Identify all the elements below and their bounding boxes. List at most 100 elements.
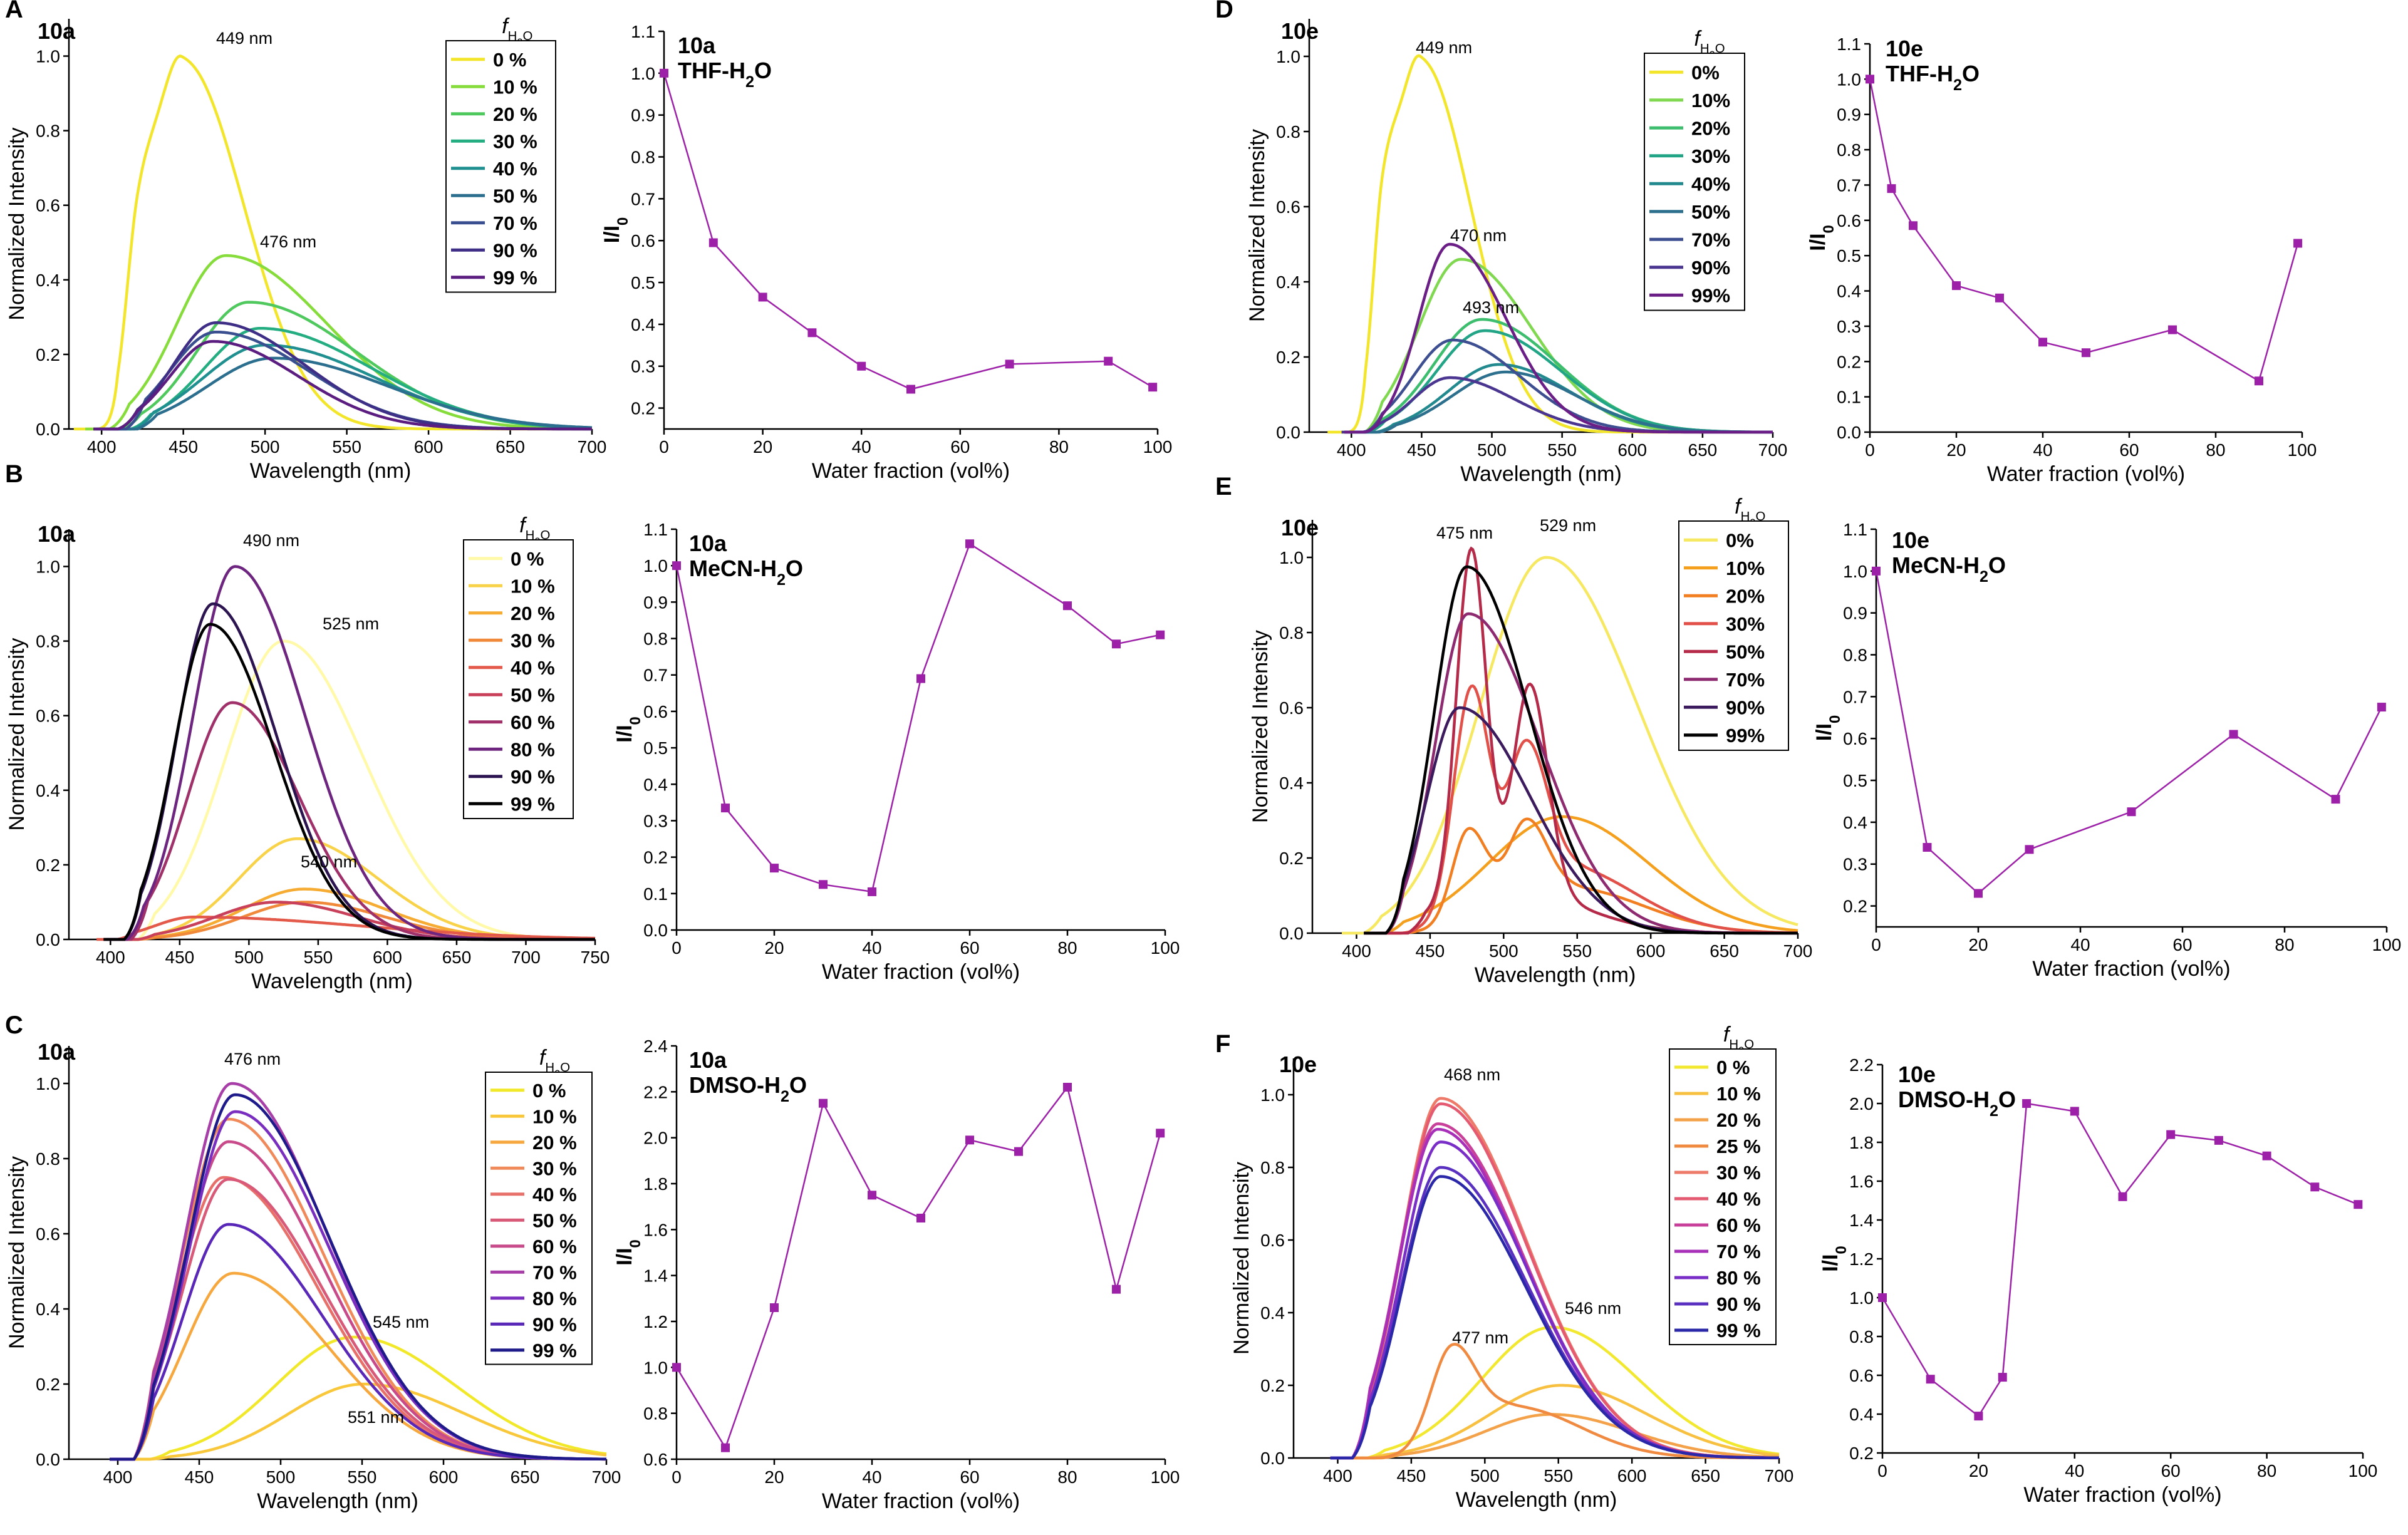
ratio-data-point [1995,293,2004,302]
legend-label: 90% [1726,696,1765,718]
spectra-x-tick-label: 500 [1489,941,1518,961]
ratio-y-tick-label: 0.2 [1837,352,1861,371]
emission-spectra-chart: 400 450 500 550 600 650 700 0.0 0.2 0.4 0.6 0.8 1.0 W… [5,14,606,483]
ratio-x-tick-label: 80 [1049,437,1069,457]
spectrum-series-line [93,339,592,431]
ratio-data-point [965,1135,974,1145]
ratio-compound-label: 10a [689,1047,727,1073]
panel-letter: E [1215,473,1232,500]
ratio-y-tick-label: 0.4 [631,315,655,334]
ratio-data-point [868,1191,876,1200]
ratio-data-point [2022,1099,2032,1108]
spectra-x-tick-label: 700 [511,948,541,967]
spectra-x-tick-label: 700 [1758,440,1788,460]
legend-label: 20 % [511,602,555,624]
legend-label: 20% [1691,117,1730,139]
compound-label: 10e [1281,18,1319,44]
ratio-y-tick-label: 1.8 [643,1174,668,1194]
ratio-y-tick-label: 1.2 [643,1312,668,1331]
ratio-y-tick-label: 0.9 [643,592,668,612]
ratio-x-tick-label: 60 [960,1467,979,1487]
ratio-x-tick-label: 20 [1946,440,1966,460]
legend-label: 40 % [493,158,537,180]
ratio-y-tick-label: 1.4 [643,1266,668,1286]
panel-letter: C [5,1011,23,1039]
peak-annotation: 476 nm [224,1050,281,1068]
spectrum-series-line [1330,1175,1779,1460]
panel-letter: D [1215,0,1233,23]
ratio-chart: 0 20 40 60 80 100 0.6 0.8 1.0 1.2 1.4 1.6 1.8 2.0 2.2 2… [613,1036,1180,1513]
spectrum-series-line [103,623,595,941]
ratio-data-point [1005,359,1014,369]
ratio-y-tick-label: 2.4 [643,1036,668,1056]
spectra-x-tick-label: 600 [1617,440,1647,460]
spectra-x-tick-label: 600 [1617,1466,1647,1486]
ratio-data-point [965,539,974,549]
legend-label: 0 % [511,548,544,570]
ratio-data-point [1063,1083,1072,1092]
spectra-x-tick-label: 450 [1407,440,1436,460]
ratio-data-point [916,1214,925,1222]
legend-label: 50% [1726,641,1765,663]
legend-label: 70 % [1716,1241,1761,1263]
spectra-y-tick-label: 0.4 [1260,1303,1285,1323]
ratio-y-tick-label: 0.6 [1837,211,1861,230]
ratio-y-tick-label: 0.6 [1849,1366,1874,1385]
ratio-x-axis-title: Water fraction (vol%) [812,459,1010,483]
spectra-y-tick-label: 0.0 [36,420,60,439]
peak-annotation: 470 nm [1450,226,1507,245]
ratio-data-point [2118,1192,2127,1201]
ratio-y-tick-label: 1.6 [643,1220,668,1239]
ratio-x-tick-label: 0 [672,938,682,958]
ratio-y-tick-label: 1.0 [1849,1288,1874,1308]
ratio-x-axis-title: Water fraction (vol%) [2023,1483,2221,1507]
ratio-data-point [1156,1129,1165,1138]
ratio-x-tick-label: 100 [2288,440,2317,460]
spectra-x-tick-label: 650 [1691,1466,1720,1486]
ratio-data-point [708,238,718,247]
ratio-data-point [721,804,730,813]
ratio-y-tick-label: 2.2 [1849,1055,1874,1075]
legend-label: 30% [1691,145,1730,167]
spectra-y-tick-label: 0.4 [36,781,60,800]
ratio-y-tick-label: 0.2 [631,399,655,418]
ratio-x-tick-label: 80 [1057,938,1077,958]
legend-label: 0 % [1716,1057,1750,1078]
spectra-y-tick-label: 1.0 [1279,548,1304,567]
spectrum-series-line [96,301,592,431]
ratio-y-tick-label: 0.6 [643,1450,668,1469]
ratio-data-point [2025,845,2034,854]
ratio-data-point [819,880,828,889]
legend-label: 99 % [511,793,555,815]
ratio-x-tick-label: 40 [862,1467,881,1487]
emission-spectra-chart: 400 450 500 550 600 650 700 0.0 0.2 0.4 0.6 0.8 1.0 W… [1230,1023,1793,1512]
peak-annotation: 449 nm [1416,38,1472,57]
emission-spectra-chart: 400 450 500 550 600 650 700 0.0 0.2 0.4 0.6 0.8 1.0 W… [1245,18,1787,486]
ratio-y-tick-label: 0.4 [643,775,668,794]
ratio-y-axis-title: I/I0 [1812,715,1844,742]
spectrum-series-line [1364,815,1798,935]
panel-d: D 400 450 500 550 600 650 7000.00.20.40.60.81.0… [1215,0,2317,486]
ratio-y-tick-label: 1.1 [1843,520,1867,539]
legend-label: 50 % [532,1209,577,1231]
spectra-x-tick-label: 650 [1710,941,1739,961]
ratio-y-tick-label: 0.4 [1843,813,1867,832]
compound-label: 10e [1279,1052,1317,1077]
spectra-y-tick-label: 0.2 [1279,849,1304,868]
peak-annotation: 546 nm [1565,1299,1621,1318]
ratio-data-point [868,887,876,896]
ratio-x-tick-label: 20 [1968,935,1988,954]
ratio-data-point [1952,281,1961,291]
panel-letter: B [5,460,23,488]
ratio-x-tick-label: 20 [1969,1461,1988,1481]
ratio-series-line [1875,571,2382,895]
peak-annotation: 449 nm [216,29,272,48]
spectra-y-tick-label: 0.6 [36,706,60,726]
peak-annotation: 490 nm [243,531,299,550]
ratio-data-point [2127,807,2136,817]
spectra-x-tick-label: 400 [1342,941,1371,961]
legend-label: 20 % [532,1132,577,1154]
spectra-y-tick-label: 0.4 [1279,773,1304,793]
